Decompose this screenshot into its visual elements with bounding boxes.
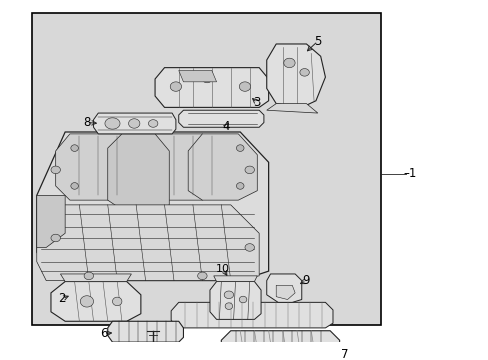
Text: 10: 10	[216, 264, 230, 274]
Polygon shape	[209, 282, 261, 319]
Polygon shape	[197, 272, 207, 280]
Polygon shape	[239, 82, 250, 91]
Polygon shape	[37, 195, 65, 247]
Polygon shape	[37, 132, 268, 280]
Text: 9: 9	[302, 274, 309, 287]
Polygon shape	[80, 296, 93, 307]
Polygon shape	[56, 134, 221, 200]
Polygon shape	[61, 274, 131, 282]
Polygon shape	[171, 302, 332, 328]
Polygon shape	[148, 120, 158, 127]
Polygon shape	[51, 166, 61, 174]
Polygon shape	[107, 134, 169, 210]
Text: 2: 2	[59, 292, 66, 305]
Polygon shape	[51, 234, 61, 242]
Text: –1: –1	[403, 167, 416, 180]
Text: 8: 8	[83, 116, 90, 129]
Polygon shape	[266, 274, 301, 302]
Text: 7: 7	[340, 348, 347, 360]
Polygon shape	[276, 285, 295, 300]
Polygon shape	[244, 244, 254, 251]
Polygon shape	[299, 69, 309, 76]
Polygon shape	[170, 82, 181, 91]
Polygon shape	[224, 303, 232, 310]
Polygon shape	[128, 119, 140, 128]
Text: 5: 5	[313, 35, 321, 48]
Polygon shape	[224, 291, 233, 298]
Polygon shape	[51, 282, 141, 321]
Polygon shape	[105, 118, 120, 129]
Polygon shape	[84, 272, 93, 280]
Polygon shape	[112, 297, 122, 306]
Polygon shape	[188, 134, 257, 200]
Polygon shape	[236, 183, 244, 189]
Polygon shape	[239, 296, 246, 303]
Polygon shape	[71, 145, 78, 152]
Polygon shape	[266, 104, 317, 113]
Polygon shape	[244, 166, 254, 174]
Text: 3: 3	[253, 96, 261, 109]
Polygon shape	[202, 75, 211, 83]
Polygon shape	[221, 331, 339, 360]
Polygon shape	[93, 113, 176, 134]
Text: 4: 4	[222, 120, 229, 133]
Polygon shape	[283, 58, 295, 68]
Bar	[32, 13, 381, 325]
Polygon shape	[155, 68, 268, 107]
Polygon shape	[178, 71, 216, 82]
Polygon shape	[178, 110, 264, 127]
Text: 6: 6	[100, 327, 107, 340]
Polygon shape	[236, 145, 244, 152]
Polygon shape	[150, 353, 156, 358]
Polygon shape	[37, 205, 259, 280]
Polygon shape	[213, 276, 257, 282]
Polygon shape	[107, 321, 183, 342]
Polygon shape	[71, 183, 78, 189]
Polygon shape	[266, 44, 325, 107]
